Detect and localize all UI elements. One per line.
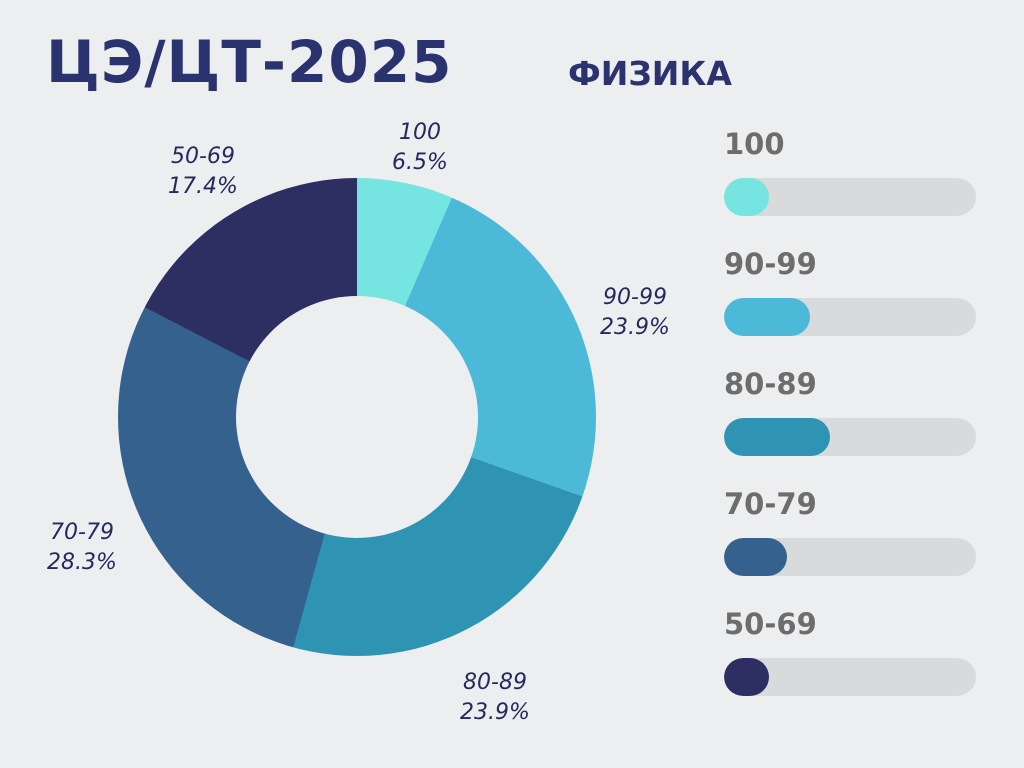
legend-bar-fill (724, 538, 787, 576)
donut-hole (236, 296, 478, 538)
page-title: ЦЭ/ЦТ-2025 (46, 28, 453, 96)
legend-bar-fill (724, 298, 810, 336)
legend-bar-track (724, 658, 976, 696)
legend: 100 90-99 80-89 70-79 50-69 (724, 126, 976, 726)
legend-row: 100 (724, 126, 976, 216)
page-subtitle: ФИЗИКА (568, 54, 732, 93)
slice-label-category: 70-79 (50, 520, 114, 545)
legend-label: 90-99 (724, 247, 817, 281)
slice-label-90-99: 90-99 23.9% (565, 283, 705, 342)
slice-label-category: 90-99 (603, 285, 667, 310)
legend-bar-track (724, 178, 976, 216)
legend-label: 100 (724, 127, 785, 161)
slice-label-percent: 17.4% (168, 173, 238, 199)
legend-label: 80-89 (724, 367, 817, 401)
legend-bar-track (724, 298, 976, 336)
legend-bar-fill (724, 178, 770, 216)
legend-row: 80-89 (724, 366, 976, 456)
slice-label-50-69: 50-69 17.4% (133, 142, 273, 201)
slice-label-percent: 28.3% (47, 549, 117, 575)
legend-label: 70-79 (724, 487, 817, 521)
legend-label: 50-69 (724, 607, 817, 641)
slice-label-100: 100 6.5% (350, 118, 490, 177)
legend-row: 50-69 (724, 606, 976, 696)
legend-bar-fill (724, 418, 830, 456)
slice-label-70-79: 70-79 28.3% (12, 518, 152, 577)
slice-label-category: 80-89 (463, 670, 527, 695)
legend-row: 70-79 (724, 486, 976, 576)
legend-bar-track (724, 418, 976, 456)
slice-label-80-89: 80-89 23.9% (425, 668, 565, 727)
slice-label-percent: 6.5% (392, 149, 448, 175)
donut-chart-area (118, 178, 596, 656)
slice-label-category: 100 (399, 120, 441, 145)
slice-label-percent: 23.9% (600, 314, 670, 340)
slice-label-category: 50-69 (171, 144, 235, 169)
legend-bar-fill (724, 658, 770, 696)
slice-label-percent: 23.9% (460, 699, 530, 725)
legend-row: 90-99 (724, 246, 976, 336)
legend-bar-track (724, 538, 976, 576)
